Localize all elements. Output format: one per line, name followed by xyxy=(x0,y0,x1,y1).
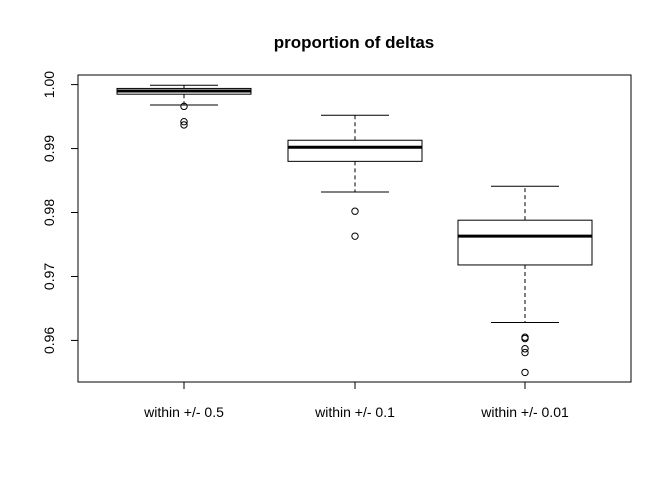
box-group xyxy=(116,84,252,129)
y-axis: 0.96 0.97 0.98 0.99 1.00 xyxy=(41,71,79,354)
x-tick-label: within +/- 0.01 xyxy=(480,404,569,420)
chart-title: proportion of deltas xyxy=(274,33,435,52)
outlier-point xyxy=(521,348,529,357)
outlier-point xyxy=(180,117,188,126)
y-tick-label: 0.97 xyxy=(41,263,57,290)
outlier-point xyxy=(351,207,359,215)
x-tick-label: within +/- 0.5 xyxy=(143,404,224,420)
outlier-point xyxy=(521,345,529,353)
outlier-point xyxy=(180,102,188,111)
iqr-box xyxy=(457,219,593,266)
outlier-point xyxy=(521,368,529,377)
y-tick-label: 0.99 xyxy=(41,135,57,162)
box-group xyxy=(457,185,593,377)
outlier-point xyxy=(351,232,359,240)
x-axis: within +/- 0.5 within +/- 0.1 within +/- 0… xyxy=(143,381,569,420)
iqr-box xyxy=(287,139,423,162)
y-tick-label: 0.98 xyxy=(41,199,57,226)
box-group xyxy=(287,114,423,240)
y-tick-label: 0.96 xyxy=(41,327,57,354)
boxes xyxy=(116,84,593,377)
x-tick-label: within +/- 0.1 xyxy=(314,404,395,420)
outlier-point xyxy=(521,334,529,343)
outlier-point xyxy=(180,121,188,129)
y-tick-label: 1.00 xyxy=(41,71,57,98)
